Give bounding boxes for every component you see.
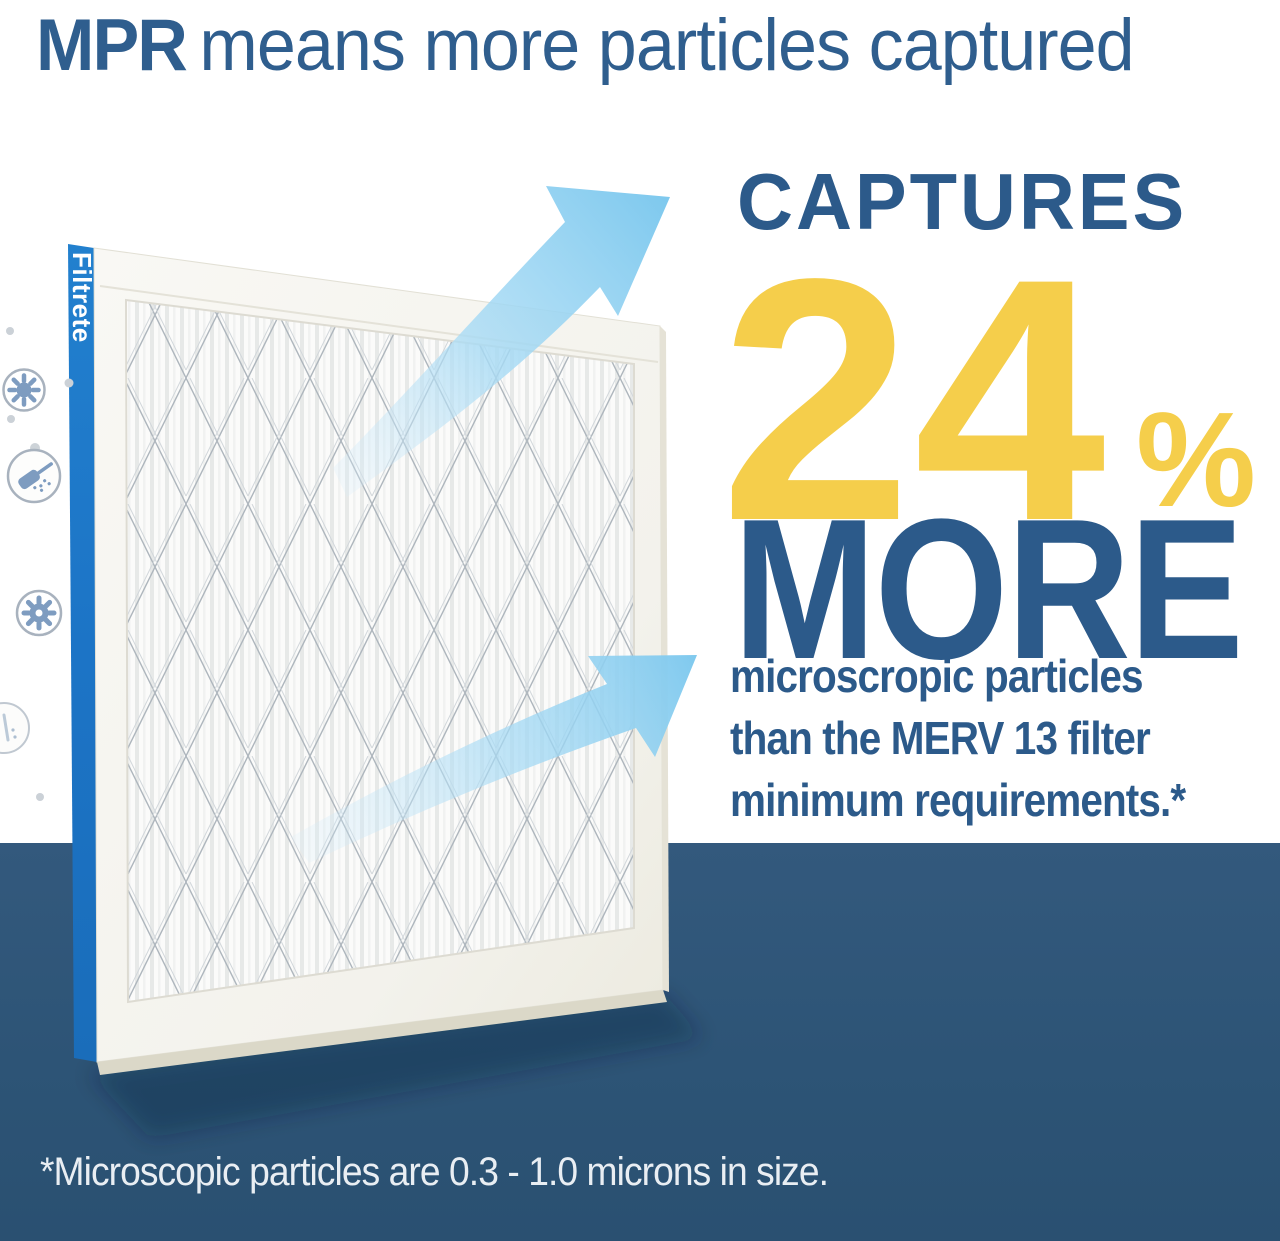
virus-particle-icon: [2, 368, 46, 412]
airflow-arrow-middle: [291, 655, 697, 863]
more-label: MORE: [733, 478, 1244, 701]
filter-media: [124, 298, 635, 1004]
description-line-3: minimum requirements.*: [730, 774, 1186, 826]
filter-bottom-edge: [97, 990, 667, 1075]
description-line-2: than the MERV 13 filter: [730, 712, 1151, 764]
description-line-1: microscropic particles: [730, 650, 1144, 702]
percent-sign: %: [1136, 384, 1257, 535]
allergen-particle-icon: [0, 702, 30, 754]
headline-rest: means more particles captured: [199, 5, 1134, 86]
filter-shadow: [88, 992, 703, 1138]
brand-strip: [68, 244, 97, 1062]
dust-brush-icon: [6, 448, 62, 504]
brand-label: Filtrete: [67, 252, 97, 343]
airflow-arrow-top: [333, 186, 670, 497]
footnote: *Microscopic particles are 0.3 - 1.0 mic…: [40, 1150, 829, 1194]
stat-description: microscropic particles than the MERV 13 …: [730, 645, 1186, 831]
pollen-gear-icon: [15, 589, 63, 637]
captures-label: CAPTURES: [737, 157, 1188, 246]
headline: MPR means more particles captured: [36, 5, 1135, 86]
headline-highlight: MPR: [36, 5, 188, 86]
stat-value: 24: [720, 208, 1108, 593]
particle-dots: [6, 327, 74, 801]
frame-seam: [99, 285, 659, 363]
